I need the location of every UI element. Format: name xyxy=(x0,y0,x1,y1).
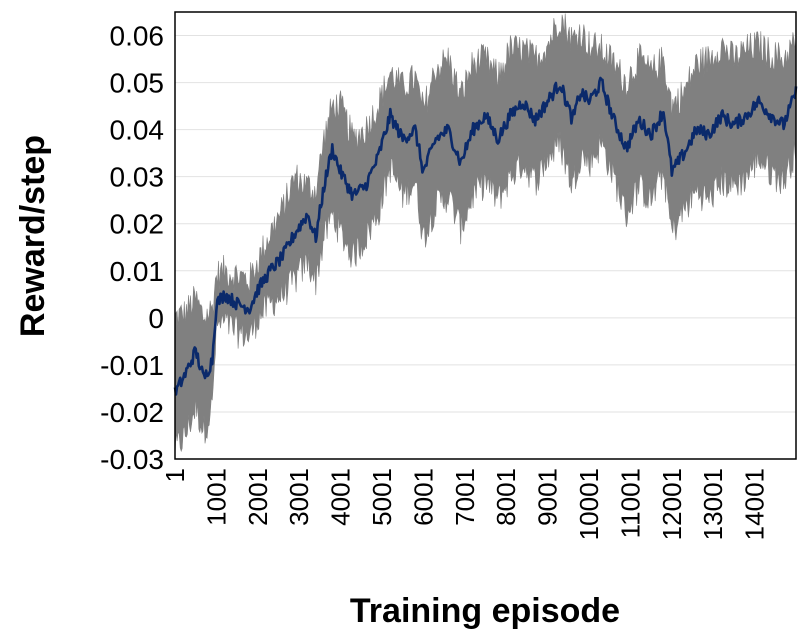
x-tick-label: 2001 xyxy=(243,468,273,526)
x-tick-label: 1001 xyxy=(201,468,231,526)
y-tick-label: 0.06 xyxy=(110,21,165,52)
y-tick-label: -0.03 xyxy=(100,444,164,475)
y-tick-label: -0.01 xyxy=(100,350,164,381)
x-tick-label: 11001 xyxy=(615,468,645,538)
x-tick-label: 8001 xyxy=(491,468,521,526)
y-tick-label: 0.05 xyxy=(110,68,165,99)
x-axis-ticks: 1 1001 2001 3001 4001 5001 6001 7001 8001 9001 100… xyxy=(160,468,770,540)
y-tick-label: 0.02 xyxy=(110,209,165,240)
x-axis-title: Training episode xyxy=(350,592,620,630)
plot-area-frame xyxy=(174,11,797,460)
spread-area xyxy=(174,13,797,457)
y-tick-label: 0.01 xyxy=(110,256,165,287)
x-tick-label: 7001 xyxy=(450,468,480,526)
x-tick-label: 13001 xyxy=(698,468,728,540)
x-tick-label: 10001 xyxy=(574,468,604,540)
spread-band xyxy=(174,13,797,457)
y-tick-label: 0 xyxy=(148,303,164,334)
y-axis-title: Reward/step xyxy=(14,135,52,337)
y-axis-ticks: -0.03 -0.02 -0.01 0 0.01 0.02 0.03 0.04 0.05 0.06 xyxy=(100,21,164,475)
x-tick-label: 5001 xyxy=(367,468,397,526)
x-tick-label: 3001 xyxy=(284,468,314,526)
mean-series-line xyxy=(173,76,798,396)
x-tick-label: 14001 xyxy=(740,468,770,540)
y-tick-label: 0.03 xyxy=(110,162,165,193)
x-tick-label: 4001 xyxy=(326,468,356,526)
x-tick-label: 1 xyxy=(160,468,190,482)
x-tick-label: 6001 xyxy=(408,468,438,526)
y-tick-label: -0.02 xyxy=(100,397,164,428)
x-tick-label: 9001 xyxy=(533,468,563,526)
mean-line xyxy=(173,76,798,396)
y-tick-label: 0.04 xyxy=(110,115,165,146)
x-tick-label: 12001 xyxy=(657,468,687,540)
